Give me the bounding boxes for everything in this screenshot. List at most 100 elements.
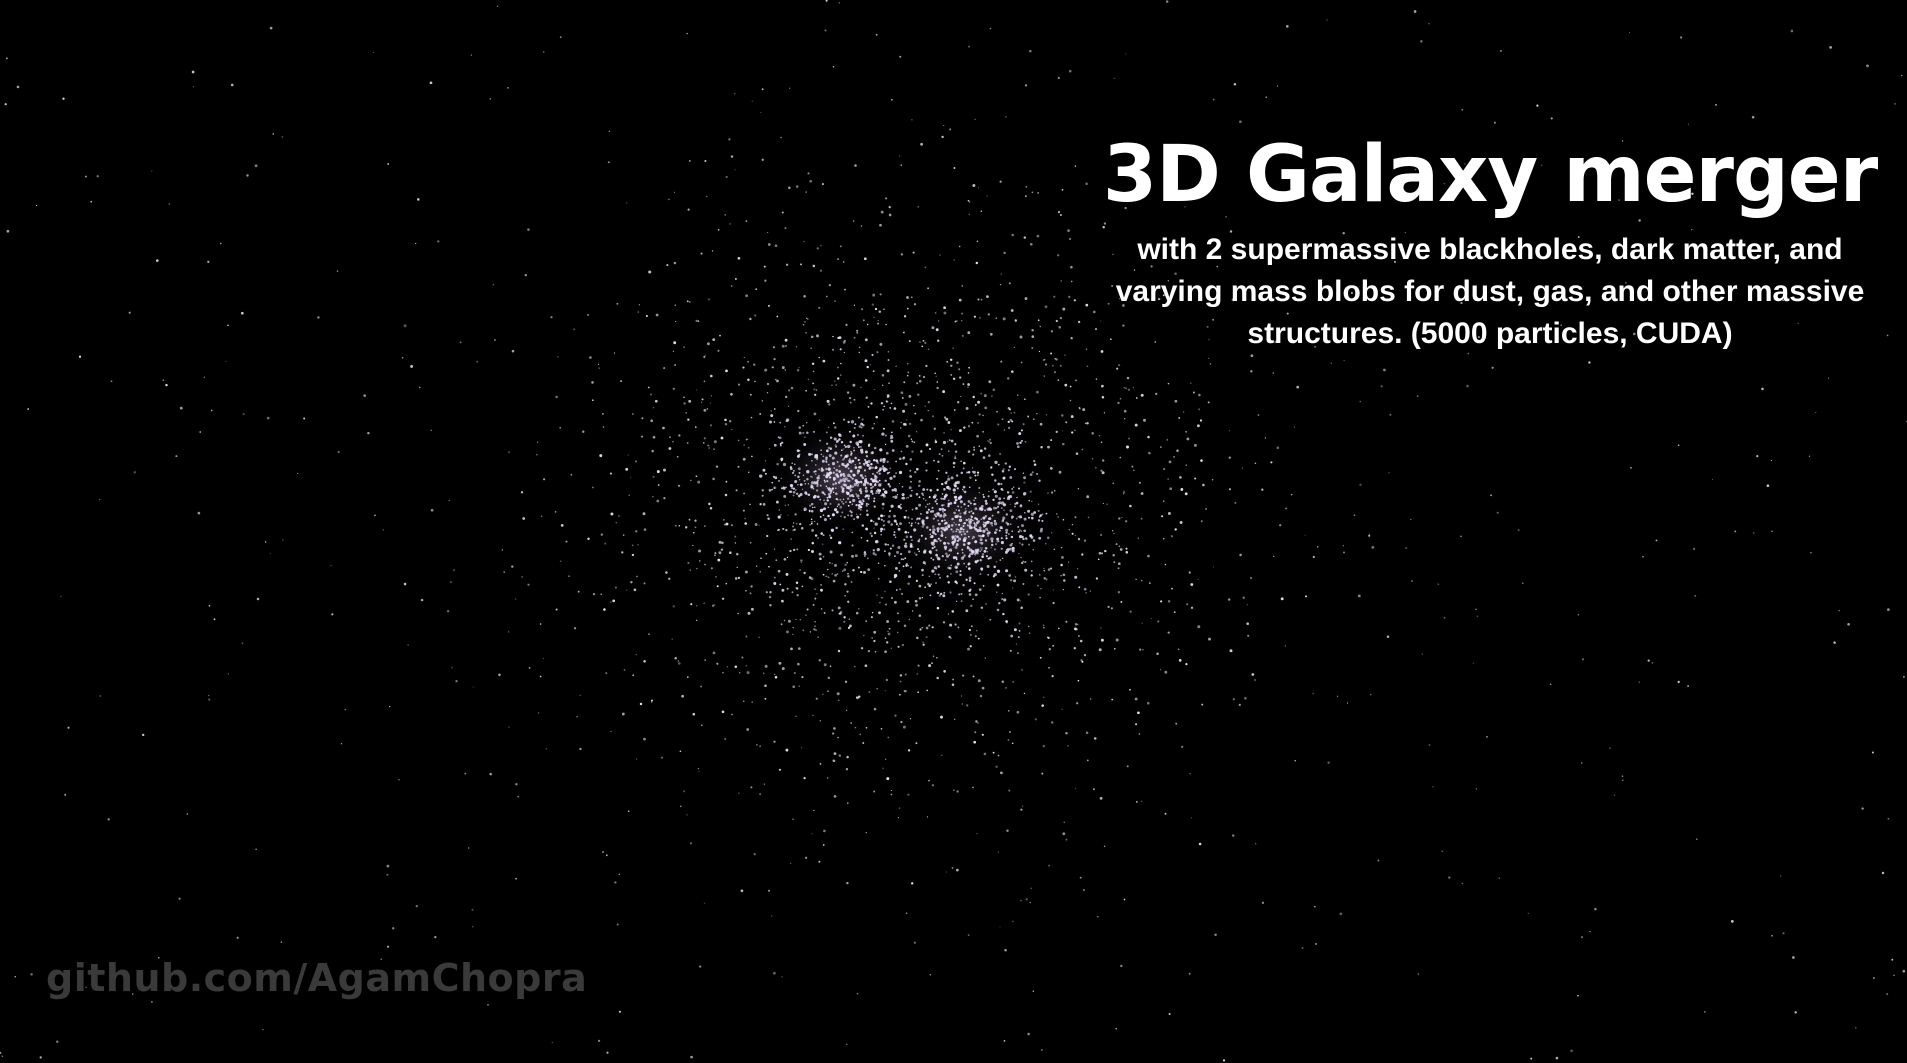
galaxy-particle — [955, 474, 959, 477]
galaxy-particle — [1024, 561, 1027, 564]
background-star — [27, 408, 30, 410]
galaxy-particle — [822, 543, 824, 545]
galaxy-particle — [842, 489, 844, 492]
galaxy-particle — [934, 500, 937, 503]
galaxy-particle — [925, 461, 928, 464]
galaxy-particle — [1414, 168, 1417, 171]
galaxy-particle — [974, 497, 977, 500]
galaxy-particle — [771, 481, 774, 484]
galaxy-particle — [1018, 553, 1020, 555]
galaxy-particle — [515, 783, 518, 786]
galaxy-particle — [848, 624, 852, 628]
background-star — [1003, 1040, 1006, 1042]
background-star — [1185, 430, 1187, 433]
galaxy-particle — [1098, 434, 1101, 437]
galaxy-particle — [918, 480, 921, 483]
galaxy-particle — [910, 480, 912, 483]
galaxy-particle — [816, 476, 820, 480]
galaxy-particle — [971, 421, 974, 424]
galaxy-particle — [836, 439, 839, 443]
galaxy-particle — [812, 506, 814, 509]
galaxy-particle — [973, 499, 975, 502]
galaxy-particle — [1001, 557, 1004, 560]
galaxy-particle — [773, 582, 777, 585]
galaxy-particle — [1085, 731, 1089, 735]
galaxy-particle — [472, 686, 474, 688]
galaxy-particle — [799, 522, 802, 526]
background-star — [1761, 387, 1764, 391]
galaxy-particle — [958, 518, 963, 522]
galaxy-particle — [936, 676, 939, 680]
background-star — [254, 164, 258, 168]
galaxy-particle — [940, 530, 943, 533]
background-star — [811, 833, 813, 835]
background-star — [1642, 555, 1644, 558]
galaxy-particle — [851, 460, 855, 463]
galaxy-particle — [1086, 759, 1089, 762]
background-star — [14, 975, 17, 978]
galaxy-particle — [1037, 319, 1040, 322]
galaxy-particle — [937, 522, 941, 526]
galaxy-particle — [954, 718, 956, 720]
galaxy-particle — [977, 400, 981, 404]
galaxy-particle — [1164, 670, 1168, 674]
galaxy-particle — [831, 487, 834, 490]
galaxy-particle — [698, 549, 701, 553]
galaxy-particle — [920, 418, 923, 422]
galaxy-particle — [1117, 591, 1121, 594]
galaxy-particle — [767, 243, 771, 246]
galaxy-particle — [1074, 379, 1077, 382]
background-star — [673, 261, 677, 265]
background-star — [1313, 905, 1316, 908]
galaxy-particle — [756, 744, 758, 746]
galaxy-particle — [829, 476, 832, 479]
galaxy-particle — [1005, 687, 1007, 689]
galaxy-particle — [834, 426, 837, 429]
galaxy-particle — [890, 439, 894, 443]
galaxy-particle — [764, 472, 767, 475]
galaxy-particle — [803, 776, 806, 780]
galaxy-particle — [844, 477, 848, 481]
galaxy-particle — [1107, 302, 1110, 305]
galaxy-particle — [932, 528, 936, 532]
galaxy-particle — [825, 474, 829, 479]
galaxy-particle — [1056, 513, 1058, 515]
background-star — [939, 254, 941, 256]
background-star — [230, 83, 234, 87]
galaxy-particle — [900, 391, 904, 395]
galaxy-particle — [814, 470, 817, 473]
galaxy-particle — [950, 429, 952, 431]
galaxy-particle — [876, 480, 879, 484]
galaxy-particle — [875, 489, 879, 493]
galaxy-particle — [962, 485, 966, 489]
galaxy-particle — [926, 503, 929, 506]
background-star — [208, 698, 211, 701]
galaxy-particle — [635, 575, 638, 578]
background-star — [1448, 876, 1451, 879]
galaxy-particle — [897, 546, 901, 549]
galaxy-particle — [1020, 429, 1023, 432]
galaxy-particle — [948, 566, 952, 570]
galaxy-particle — [810, 475, 812, 478]
galaxy-particle — [835, 492, 838, 496]
galaxy-particle — [712, 651, 716, 655]
galaxy-particle — [911, 522, 913, 525]
galaxy-particle — [847, 467, 850, 470]
galaxy-particle — [696, 605, 698, 607]
galaxy-particle — [380, 958, 382, 960]
galaxy-particle — [1117, 401, 1120, 405]
galaxy-particle — [882, 767, 884, 769]
galaxy-particle — [856, 696, 859, 700]
galaxy-particle — [1074, 575, 1078, 579]
galaxy-particle — [686, 676, 689, 678]
galaxy-particle — [778, 661, 782, 665]
galaxy-particle — [625, 467, 629, 471]
galaxy-particle — [998, 602, 1001, 605]
galaxy-particle — [978, 445, 981, 448]
galaxy-particle — [755, 288, 758, 291]
galaxy-particle — [1180, 488, 1184, 491]
galaxy-particle — [1005, 528, 1009, 532]
background-star — [489, 772, 492, 776]
galaxy-particle — [911, 489, 913, 492]
background-star — [168, 203, 170, 205]
